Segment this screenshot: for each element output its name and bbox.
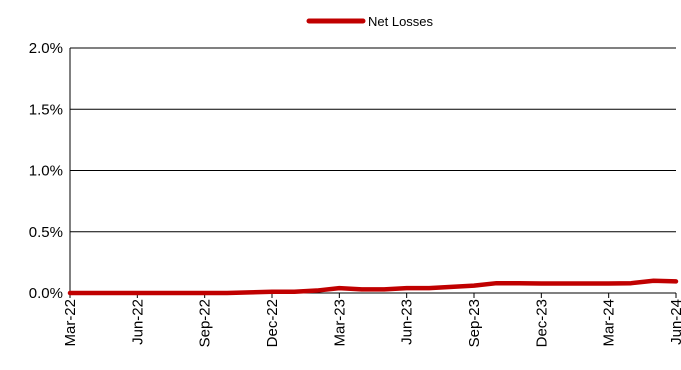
series-line-net-losses (67, 278, 679, 296)
y-tick-label: 0.0% (29, 285, 63, 302)
x-tick-label: Mar-22 (62, 299, 79, 347)
x-tick-label: Mar-23 (331, 299, 348, 347)
x-tick-label: Dec-22 (264, 299, 281, 347)
y-tick-label: 2.0% (29, 40, 63, 57)
x-tick-label: Dec-23 (533, 299, 550, 347)
x-tick-label: Jun-24 (668, 299, 681, 345)
x-tick-label: Sep-22 (197, 299, 214, 347)
x-tick-label: Jun-23 (399, 299, 416, 345)
x-tick-label: Jun-22 (129, 299, 146, 345)
axes (69, 48, 677, 298)
series-layer (67, 278, 679, 296)
y-tick-labels: 0.0% 0.5% 1.0% 1.5% 2.0% (29, 40, 63, 302)
legend-label-net-losses: Net Losses (368, 14, 434, 29)
x-tick-label: Sep-23 (466, 299, 483, 347)
y-tick-label: 0.5% (29, 224, 63, 241)
y-tick-label: 1.5% (29, 101, 63, 118)
legend: Net Losses (306, 14, 434, 29)
y-tick-label: 1.0% (29, 163, 63, 180)
x-tick-label: Mar-24 (601, 299, 618, 347)
x-tick-labels: Mar-22 Jun-22 Sep-22 Dec-22 Mar-23 Jun-23 Sep-… (62, 299, 681, 347)
gridlines (70, 47, 676, 233)
